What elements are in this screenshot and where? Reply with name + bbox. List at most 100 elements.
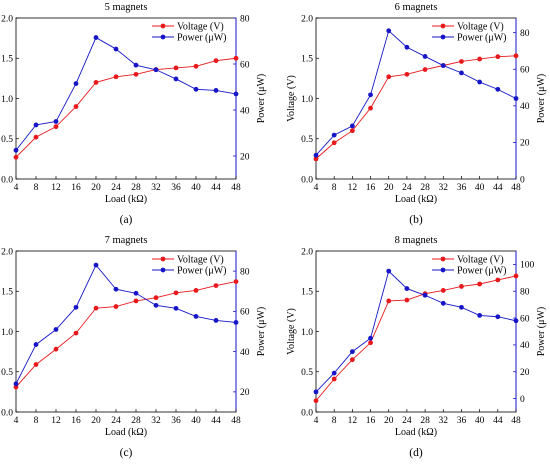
legend-marker: [440, 23, 446, 29]
y2-tick-label: 80: [240, 14, 250, 24]
voltage-data-point: [459, 59, 464, 64]
x-tick-label: 4: [314, 183, 319, 193]
power-data-point: [193, 314, 199, 319]
y-tick-label: 0.0: [301, 408, 313, 418]
y-tick-label: 0.0: [301, 175, 313, 185]
power-data-point: [495, 86, 501, 92]
power-data-point: [313, 152, 319, 158]
y-tick-label: 0.0: [1, 408, 13, 418]
power-data-point: [459, 304, 464, 310]
voltage-data-point: [73, 330, 79, 336]
power-data-point: [173, 76, 179, 82]
legend-label: Voltage (V): [177, 255, 224, 266]
y-tick-label: 1.5: [1, 288, 13, 298]
x-tick-label: 20: [384, 416, 394, 426]
voltage-data-point: [495, 54, 501, 60]
voltage-data-point: [233, 279, 239, 284]
power-data-point: [33, 122, 39, 128]
voltage-data-point: [113, 304, 119, 309]
voltage-data-point: [349, 357, 355, 363]
x-tick-label: 24: [111, 183, 121, 193]
x-tick-label: 4: [14, 183, 19, 193]
x-tick-label: 36: [171, 183, 181, 193]
power-data-point: [233, 91, 239, 97]
x-tick-label: 36: [171, 416, 181, 426]
power-data-point: [33, 342, 39, 347]
y2-axis-label: Power (μW): [256, 307, 267, 357]
voltage-data-point: [153, 295, 159, 301]
voltage-data-point: [93, 80, 99, 85]
x-tick-label: 40: [191, 183, 201, 193]
voltage-data-point: [133, 298, 139, 304]
chart-panel-1: 4 8 12 16 20 24 28 32 36 40 44 480.00.51.01.52.0204…: [1, 2, 267, 226]
power-data-point: [213, 88, 219, 93]
power-series-line: [315, 29, 517, 156]
power-series-line: [15, 36, 237, 151]
y2-tick-label: 40: [520, 341, 530, 351]
voltage-data-point: [13, 154, 19, 160]
power-data-point: [13, 147, 19, 153]
y2-axis-label: Power (μW): [536, 307, 547, 357]
chart-panel-2: 4 8 12 16 20 24 28 32 36 40 44 480.00.51.01.52.0020…: [286, 2, 547, 226]
y2-tick-label: 40: [240, 348, 250, 358]
voltage-data-point: [233, 55, 239, 61]
voltage-data-point: [173, 65, 179, 71]
x-tick-label: 44: [493, 183, 503, 193]
power-data-point: [459, 70, 464, 76]
y-tick-label: 0.5: [1, 368, 13, 378]
x-tick-label: 8: [34, 416, 39, 426]
x-tick-label: 8: [332, 183, 337, 193]
x-tick-label: 28: [131, 416, 141, 426]
y-tick-label: 2.0: [1, 14, 13, 24]
power-data-point: [331, 370, 337, 376]
x-tick-label: 48: [511, 416, 521, 426]
voltage-data-point: [313, 398, 319, 404]
power-data-point: [93, 262, 99, 268]
x-tick-label: 44: [493, 416, 503, 426]
y2-tick-label: 20: [240, 388, 250, 398]
voltage-data-point: [368, 105, 373, 111]
y-axis-label: Voltage (V): [286, 308, 297, 355]
power-data-point: [233, 320, 239, 325]
x-tick-label: 20: [384, 183, 394, 193]
y-tick-label: 1.5: [1, 55, 13, 65]
x-tick-label: 48: [231, 183, 241, 193]
y2-tick-label: 60: [240, 60, 250, 70]
x-tick-label: 40: [475, 416, 485, 426]
legend-marker: [160, 23, 166, 29]
x-axis-label: Load (kΩ): [105, 194, 147, 205]
legend-label: Power (μW): [177, 33, 227, 44]
legend-marker: [440, 34, 446, 40]
power-data-point: [133, 62, 139, 68]
x-tick-label: 44: [211, 183, 221, 193]
voltage-data-point: [213, 283, 219, 289]
chart-title: 5 magnets: [105, 2, 148, 13]
x-axis-label: Load (kΩ): [395, 427, 437, 438]
legend-marker: [160, 267, 166, 273]
power-data-point: [53, 119, 59, 124]
x-tick-label: 4: [314, 416, 319, 426]
x-tick-label: 32: [439, 183, 449, 193]
x-tick-label: 32: [439, 416, 449, 426]
x-tick-label: 28: [131, 183, 141, 193]
y2-tick-label: 60: [520, 66, 530, 76]
power-data-point: [331, 132, 337, 138]
power-data-point: [153, 302, 159, 308]
power-data-point: [513, 96, 519, 101]
power-data-point: [133, 290, 139, 296]
power-data-point: [477, 79, 483, 85]
legend-marker: [160, 256, 166, 262]
y2-tick-label: 20: [240, 152, 250, 162]
y-tick-label: 1.0: [1, 95, 13, 105]
voltage-series-line: [315, 275, 517, 402]
x-tick-label: 16: [71, 416, 81, 426]
voltage-data-point: [422, 67, 428, 72]
voltage-data-point: [33, 362, 39, 367]
x-tick-label: 36: [457, 416, 467, 426]
power-data-point: [368, 335, 373, 341]
power-data-point: [440, 300, 446, 306]
voltage-data-point: [386, 74, 392, 80]
x-tick-label: 12: [51, 416, 61, 426]
y2-tick-label: 80: [520, 288, 530, 298]
